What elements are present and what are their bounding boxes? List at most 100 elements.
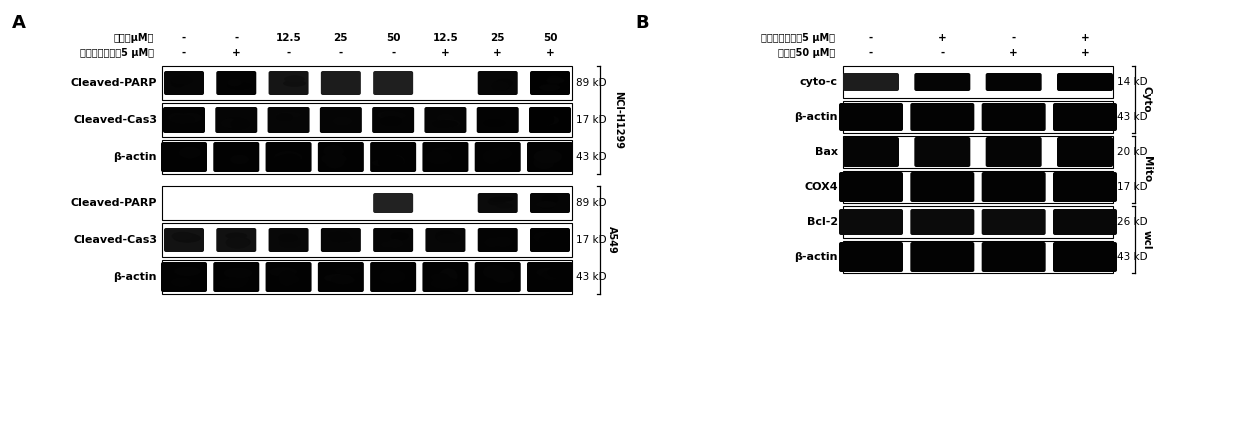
Ellipse shape [541,116,559,125]
Text: 顺钓（μM）: 顺钓（μM） [114,33,154,43]
Ellipse shape [435,230,455,242]
Text: -: - [339,48,343,58]
Text: NCI-H1299: NCI-H1299 [613,91,622,149]
Ellipse shape [171,77,185,87]
Ellipse shape [174,267,201,276]
Ellipse shape [174,233,198,242]
Ellipse shape [372,159,399,167]
Ellipse shape [171,232,193,240]
FancyBboxPatch shape [373,71,413,95]
Ellipse shape [337,237,352,244]
Ellipse shape [485,237,500,248]
FancyBboxPatch shape [529,228,570,252]
FancyBboxPatch shape [268,107,310,133]
Ellipse shape [279,236,301,248]
Bar [162,186,572,220]
FancyBboxPatch shape [1053,172,1117,202]
FancyBboxPatch shape [914,137,971,167]
Ellipse shape [275,112,301,118]
Ellipse shape [433,120,459,128]
Ellipse shape [381,116,402,126]
Text: B: B [635,14,649,32]
Ellipse shape [171,277,192,287]
Ellipse shape [381,241,396,248]
FancyBboxPatch shape [910,209,975,235]
Ellipse shape [484,119,505,127]
Bar [843,206,1114,238]
Text: 12.5: 12.5 [433,33,459,43]
Text: 蝠蝠葫苏林筹（5 μM）: 蝠蝠葫苏林筹（5 μM） [761,33,835,43]
Ellipse shape [228,272,249,286]
Ellipse shape [224,78,244,86]
Text: +: + [546,48,554,58]
Text: wcl: wcl [1142,230,1152,249]
FancyBboxPatch shape [982,103,1045,131]
Ellipse shape [280,233,298,240]
Ellipse shape [492,236,513,247]
FancyBboxPatch shape [1053,209,1117,235]
FancyBboxPatch shape [982,172,1045,202]
Text: Cleaved-PARP: Cleaved-PARP [71,78,157,88]
Bar [843,241,1114,273]
Text: +: + [1080,48,1090,58]
Ellipse shape [490,197,513,201]
Ellipse shape [177,146,202,157]
FancyBboxPatch shape [1053,242,1117,272]
Bar [843,171,1114,203]
FancyBboxPatch shape [475,262,521,292]
Text: -: - [182,48,186,58]
FancyBboxPatch shape [317,262,363,292]
Text: 17 kD: 17 kD [577,115,606,125]
Ellipse shape [226,237,249,249]
Ellipse shape [273,155,298,166]
Ellipse shape [217,150,243,158]
Text: Bcl-2: Bcl-2 [807,217,838,227]
FancyBboxPatch shape [269,228,309,252]
Ellipse shape [278,234,298,242]
Ellipse shape [495,79,511,91]
Ellipse shape [441,148,464,157]
Ellipse shape [492,81,510,91]
FancyBboxPatch shape [1056,137,1114,167]
Ellipse shape [288,75,303,85]
Text: Cleaved-Cas3: Cleaved-Cas3 [73,115,157,125]
FancyBboxPatch shape [425,228,465,252]
Ellipse shape [227,83,252,89]
FancyBboxPatch shape [477,193,518,213]
Text: 蝠蝠葫苏林筹（5 μM）: 蝠蝠葫苏林筹（5 μM） [81,48,154,58]
Bar [162,260,572,294]
Ellipse shape [278,271,296,286]
Ellipse shape [169,112,186,122]
FancyBboxPatch shape [910,172,975,202]
Ellipse shape [489,147,512,160]
FancyBboxPatch shape [161,142,207,172]
Ellipse shape [179,147,201,158]
Ellipse shape [539,236,558,246]
Ellipse shape [274,151,303,164]
Ellipse shape [269,267,298,277]
FancyBboxPatch shape [320,107,362,133]
Bar [162,140,572,174]
Ellipse shape [227,78,242,86]
Text: 89 kD: 89 kD [577,78,606,88]
Ellipse shape [534,113,554,126]
FancyBboxPatch shape [529,193,570,213]
Text: Cleaved-Cas3: Cleaved-Cas3 [73,235,157,245]
Text: 43 kD: 43 kD [1117,112,1148,122]
FancyBboxPatch shape [161,262,207,292]
Bar [843,66,1114,98]
Text: Cleaved-PARP: Cleaved-PARP [71,198,157,208]
Text: -: - [182,33,186,43]
Text: A: A [12,14,26,32]
Ellipse shape [379,269,405,284]
FancyBboxPatch shape [986,137,1042,167]
Ellipse shape [219,150,247,160]
Text: +: + [232,48,241,58]
Text: +: + [1009,48,1018,58]
Ellipse shape [387,239,403,248]
FancyBboxPatch shape [213,262,259,292]
Ellipse shape [284,75,305,83]
FancyBboxPatch shape [477,228,518,252]
FancyBboxPatch shape [910,242,975,272]
FancyBboxPatch shape [1053,103,1117,131]
